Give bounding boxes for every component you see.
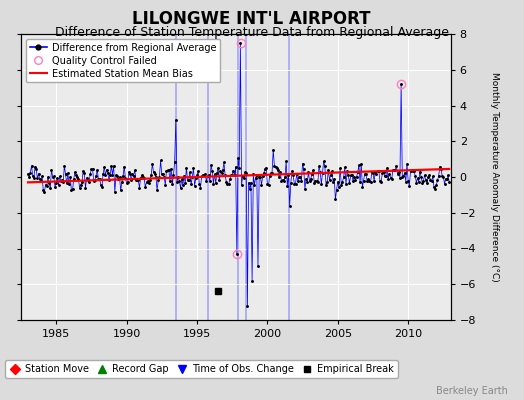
Text: Difference of Station Temperature Data from Regional Average: Difference of Station Temperature Data f… [54,26,449,39]
Text: Berkeley Earth: Berkeley Earth [436,386,508,396]
Legend: Station Move, Record Gap, Time of Obs. Change, Empirical Break: Station Move, Record Gap, Time of Obs. C… [5,360,398,378]
Y-axis label: Monthly Temperature Anomaly Difference (°C): Monthly Temperature Anomaly Difference (… [490,72,499,282]
Text: LILONGWE INT'L AIRPORT: LILONGWE INT'L AIRPORT [132,10,371,28]
